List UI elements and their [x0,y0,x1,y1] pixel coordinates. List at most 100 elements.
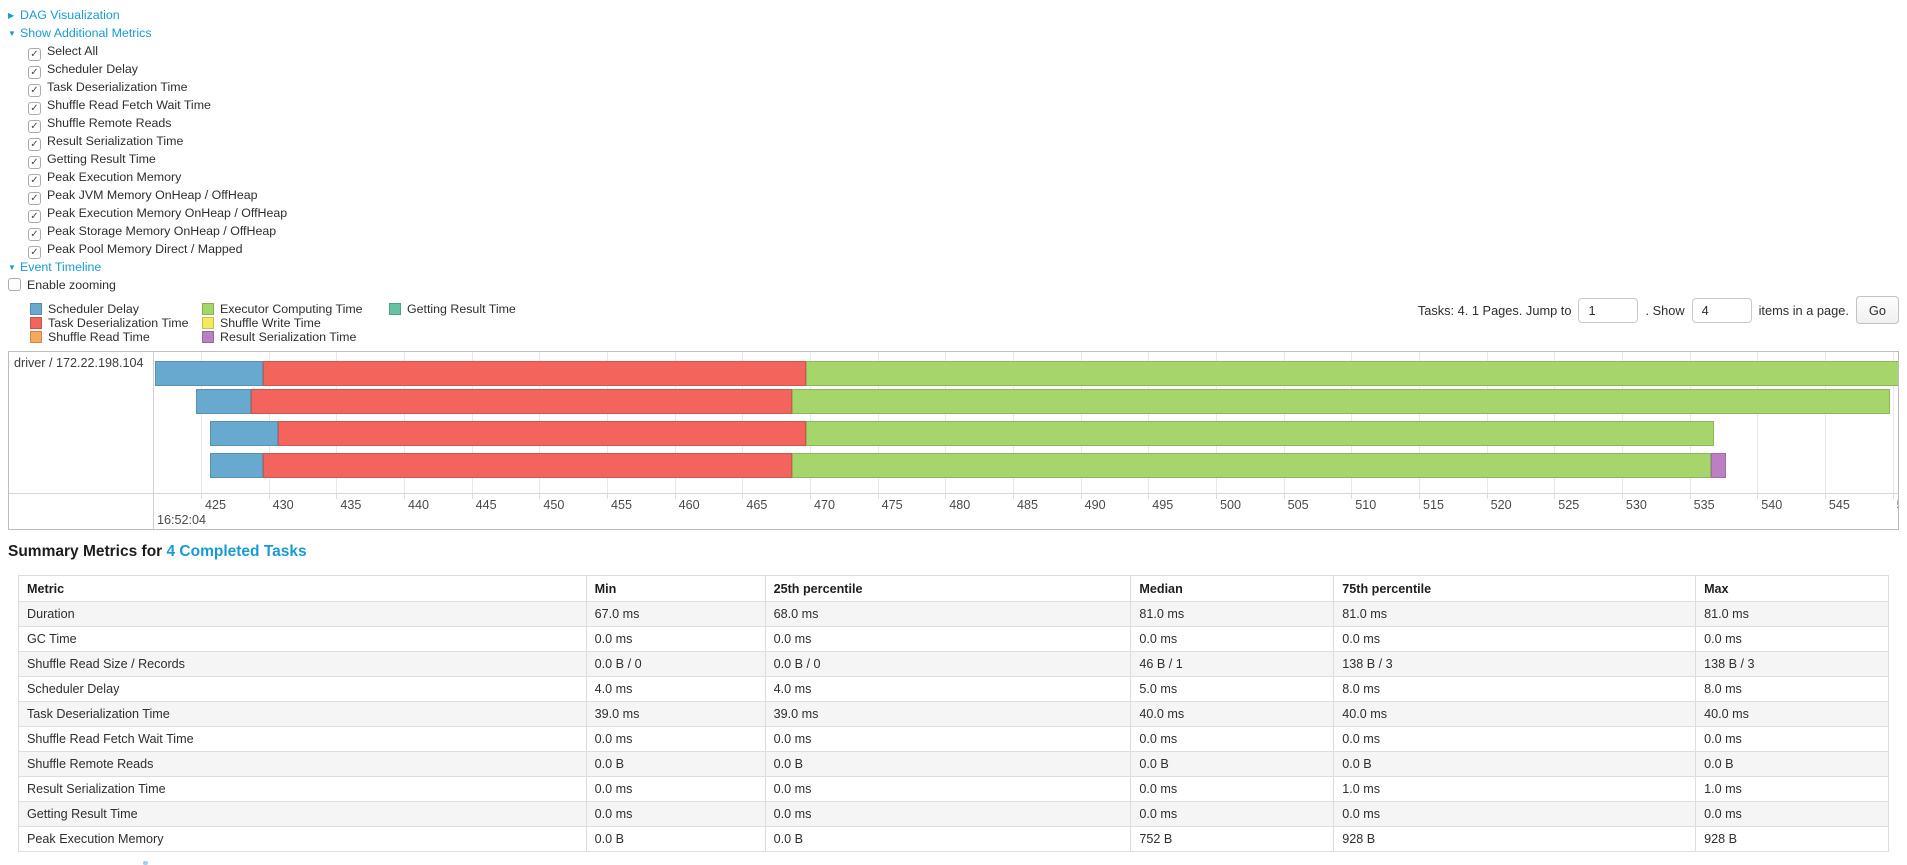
metric-value-cell: 138 B / 3 [1695,651,1889,677]
metric-value-cell: 0.0 B [1130,751,1335,777]
metric-value-cell: 39.0 ms [585,701,766,727]
items-per-page-input[interactable] [1691,297,1752,323]
metric-value-cell: 1.0 ms [1695,776,1889,802]
task-4-scheduler-delay-segment[interactable] [210,453,264,478]
metric-option-row: ✓ Peak Pool Memory Direct / Mapped [8,240,287,259]
axis-tick-label: 490 [1084,498,1106,512]
metric-name-cell: Task Deserialization Time [18,701,587,727]
metric-checkbox[interactable]: ✓ [28,174,41,187]
metric-checkbox[interactable]: ✓ [28,120,41,133]
task-1-task-deserialization-segment[interactable] [263,361,806,386]
go-button[interactable]: Go [1855,296,1899,324]
tick-mark [336,494,338,499]
tick-mark [1215,494,1217,499]
timeline-group-column: driver / 172.22.198.104 [9,352,154,529]
axis-tick-label: 495 [1152,498,1174,512]
metric-checkbox[interactable]: ✓ [28,66,41,79]
legend-swatch-getting-result [389,303,401,315]
metric-value-cell: 0.0 B / 0 [585,651,766,677]
task-4-executor-computing-segment[interactable] [792,453,1712,478]
axis-tick-label: 485 [1016,498,1038,512]
summary-column-header: Min [585,575,766,602]
legend-item-shuffle-write: Shuffle Write Time [202,317,389,331]
metric-name-cell: GC Time [18,626,587,652]
chevron-down-icon: ▼ [8,263,16,272]
metric-value-cell: 40.0 ms [1333,701,1697,727]
task-3-task-deserialization-segment[interactable] [278,421,806,446]
task-2-task-deserialization-segment[interactable] [251,389,793,414]
tick-mark [742,494,744,499]
metric-checkbox[interactable]: ✓ [28,84,41,97]
completed-tasks-link[interactable]: 4 Completed Tasks [166,543,307,560]
legend-item-shuffle-read: Shuffle Read Time [30,331,202,345]
tick-mark [471,494,473,499]
metric-checkbox[interactable]: ✓ [28,138,41,151]
legend-label: Task Deserialization Time [48,316,189,330]
legend-column: Getting Result Time [389,303,589,345]
axis-tick-label: 425 [205,498,227,512]
metric-value-cell: 0.0 ms [1130,801,1335,827]
metric-checkbox-label: Peak Storage Memory OnHeap / OffHeap [47,224,277,238]
task-3-executor-computing-segment[interactable] [805,421,1714,446]
tick-mark [1621,494,1623,499]
axis-tick-label: 545 [1828,498,1850,512]
show-additional-metrics-label: Show Additional Metrics [20,26,152,40]
metric-checkbox[interactable]: ✓ [28,48,41,61]
legend-swatch-task-deserialization [30,317,42,329]
dag-visualization-toggle[interactable]: ▶ DAG Visualization [8,6,287,24]
axis-separator [9,493,1898,494]
axis-tick-label: 460 [678,498,700,512]
event-timeline-toggle[interactable]: ▼ Event Timeline [8,258,287,276]
metric-checkbox-label: Shuffle Remote Reads [47,116,172,130]
metric-value-cell: 0.0 B [1695,751,1889,777]
event-timeline-label: Event Timeline [20,260,102,274]
metric-name-cell: Peak Execution Memory [18,826,587,852]
task-2-scheduler-delay-segment[interactable] [195,389,252,414]
metric-name-cell: Shuffle Read Fetch Wait Time [18,726,587,752]
gridline [201,352,202,493]
tick-mark [1892,494,1894,499]
task-3-scheduler-delay-segment[interactable] [210,421,279,446]
tick-mark [1012,494,1014,499]
metric-value-cell: 81.0 ms [1695,601,1889,627]
metric-value-cell: 0.0 ms [1695,626,1889,652]
task-4-result-serialization-segment[interactable] [1711,453,1727,478]
metric-name-cell: Shuffle Read Size / Records [18,651,587,677]
pager-show-text: . Show [1645,302,1685,318]
metric-checkbox[interactable]: ✓ [28,246,41,259]
timeline-plot-area: 425 430 435 440 445 450 455 460 465 470 475 480 485 4… [155,352,1898,529]
metric-value-cell: 0.0 B [585,751,766,777]
metric-value-cell: 0.0 ms [1695,801,1889,827]
legend-column: Executor Computing Time Shuffle Write Tim… [202,303,389,345]
show-additional-metrics-toggle[interactable]: ▼ Show Additional Metrics [8,24,287,42]
task-4-task-deserialization-segment[interactable] [263,453,793,478]
tick-mark [1554,494,1556,499]
metric-checkbox[interactable]: ✓ [28,210,41,223]
gridline [1757,352,1759,493]
metric-checkbox[interactable]: ✓ [28,156,41,169]
axis-tick-label: 445 [475,498,497,512]
gridline [1892,352,1894,493]
summary-table-row: Getting Result Time 0.0 ms 0.0 ms 0.0 ms 0.0… [18,801,1889,827]
axis-tick-label: 465 [746,498,768,512]
task-1-scheduler-delay-segment[interactable] [155,361,264,386]
metric-checkbox[interactable]: ✓ [28,102,41,115]
enable-zooming-checkbox[interactable] [8,278,21,291]
axis-tick-label: 540 [1761,498,1783,512]
legend-item-getting-result: Getting Result Time [389,303,589,317]
legend-swatch-shuffle-read [30,331,42,343]
metric-value-cell: 5.0 ms [1130,676,1335,702]
jump-to-page-input[interactable] [1578,297,1639,323]
metric-value-cell: 752 B [1130,826,1335,852]
summary-column-header: 75th percentile [1333,575,1697,602]
task-2-executor-computing-segment[interactable] [792,389,1890,414]
tick-mark [674,494,676,499]
metric-checkbox[interactable]: ✓ [28,192,41,205]
axis-tick-label: 510 [1355,498,1377,512]
metric-checkbox[interactable]: ✓ [28,228,41,241]
axis-tick-label: 500 [1219,498,1241,512]
tick-mark [606,494,608,499]
legend-label: Shuffle Write Time [220,316,321,330]
task-1-executor-computing-segment[interactable] [805,361,1898,386]
metric-value-cell: 8.0 ms [1695,676,1889,702]
